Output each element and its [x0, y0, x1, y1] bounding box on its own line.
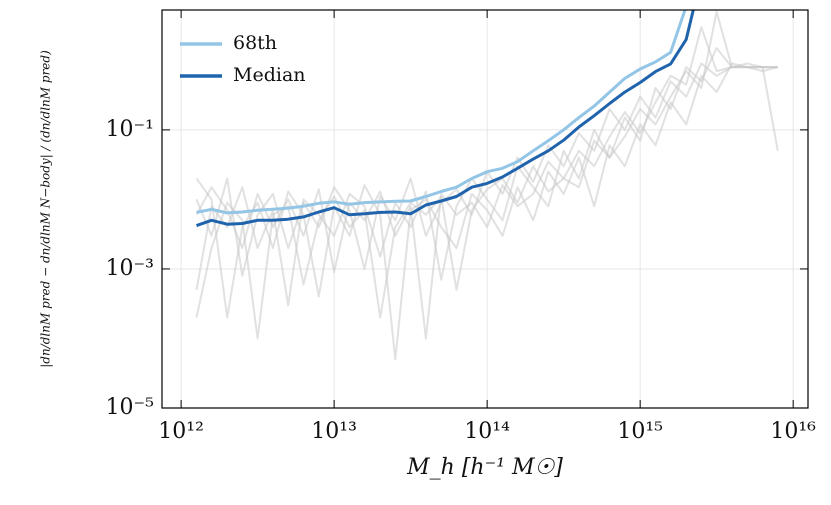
x-tick-label: 10¹⁴ — [464, 419, 510, 444]
y-tick-label: 10⁻¹ — [106, 117, 154, 142]
y-axis-label: |dn/dlnM pred − dn/dlnM N−body| / (dn/dl… — [39, 50, 53, 368]
sample-line — [195, 10, 778, 340]
x-tick-label: 10¹² — [158, 419, 204, 444]
x-tick-label: 10¹³ — [311, 419, 357, 444]
legend-label: 68th — [233, 32, 277, 54]
sample-line — [195, 26, 779, 340]
y-tick-label: 10⁻³ — [106, 256, 154, 281]
y-tick-label: 10⁻⁵ — [106, 395, 154, 420]
plot-area — [195, 10, 779, 361]
legend-label: Median — [233, 64, 306, 86]
x-tick-label: 10¹⁶ — [770, 419, 816, 444]
series-line — [196, 10, 687, 215]
plot-frame — [161, 9, 809, 409]
series-line — [196, 10, 695, 228]
x-tick-label: 10¹⁵ — [617, 419, 663, 444]
sample-line — [195, 62, 778, 361]
x-axis-label: M_h [h⁻¹ M☉] — [406, 455, 563, 480]
